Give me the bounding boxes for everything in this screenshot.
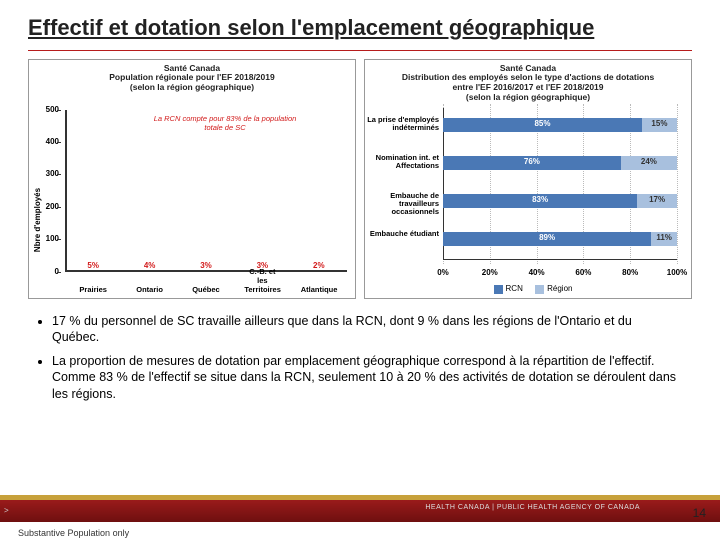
bar-percent-label: 5% (75, 261, 111, 270)
charts-row: Santé Canada Population régionale pour l… (28, 59, 692, 299)
chart2-legend: RCN Région (365, 284, 691, 293)
hbar-category-label: La prise d'employés indéterminés (365, 116, 443, 132)
slide: Effectif et dotation selon l'emplacement… (0, 0, 720, 540)
bullet-2: La proportion de mesures de dotation par… (52, 353, 692, 402)
bar-percent-label: 2% (301, 261, 337, 270)
page-number: 14 (693, 506, 706, 520)
legend-label-region: Région (547, 284, 572, 293)
chart1-bars: 3965%Prairies3564%Ontario2793%Québec2143… (65, 110, 347, 272)
chart2-header: Santé Canada Distribution des employés s… (371, 64, 685, 103)
hbar-seg-region: 15% (642, 118, 677, 132)
chart-regional-population: Santé Canada Population régionale pour l… (28, 59, 356, 299)
legend-swatch-rcn (494, 285, 503, 294)
bar-value-label: 279 (190, 273, 223, 282)
chart1-plot-area: 0100200300400500 3965%Prairies3564%Ontar… (65, 110, 347, 272)
hbar-seg-rcn: 89% (443, 232, 651, 246)
legend-label-rcn: RCN (506, 284, 523, 293)
hbar-row: La prise d'employés indéterminés85%15% (443, 118, 677, 132)
rule (28, 50, 692, 51)
chart1-header: Santé Canada Population régionale pour l… (35, 64, 349, 93)
bar-category-label: Prairies (75, 285, 111, 294)
bar-value-label: 396 (77, 273, 110, 282)
bar-category-label: Ontario (132, 285, 168, 294)
footer-logo: HEALTH CANADA | PUBLIC HEALTH AGENCY OF … (425, 504, 640, 511)
footer-band: HEALTH CANADA | PUBLIC HEALTH AGENCY OF … (0, 500, 720, 522)
hbar-category-label: Embauche de travailleurs occasionnels (365, 192, 443, 216)
bar-value-label: 160 (303, 273, 336, 282)
legend-swatch-region (535, 285, 544, 294)
hbar-row: Embauche étudiant89%11% (443, 232, 677, 246)
hbar-seg-region: 24% (621, 156, 677, 170)
chevron-icon: > (4, 506, 9, 515)
chart2-plot-area: 0%20%40%60%80%100% La prise d'employés i… (443, 108, 677, 260)
page-title: Effectif et dotation selon l'emplacement… (28, 14, 692, 42)
hbar-seg-rcn: 83% (443, 194, 637, 208)
bullet-1: 17 % du personnel de SC travaille ailleu… (52, 313, 692, 346)
subfoot-note: Substantive Population only (18, 528, 129, 538)
bullet-list: 17 % du personnel de SC travaille ailleu… (28, 313, 692, 402)
hbar-row: Embauche de travailleurs occasionnels83%… (443, 194, 677, 208)
hbar-seg-rcn: 85% (443, 118, 642, 132)
hbar-seg-region: 17% (637, 194, 677, 208)
bar-percent-label: 3% (188, 261, 224, 270)
hbar-category-label: Nomination int. et Affectations (365, 154, 443, 170)
bar-value-label: 356 (133, 273, 166, 282)
hbar-row: Nomination int. et Affectations76%24% (443, 156, 677, 170)
bar-category-label: C.-B. et les Territoires (244, 267, 280, 294)
hbar-seg-region: 11% (651, 232, 677, 246)
chart-staffing-distribution: Santé Canada Distribution des employés s… (364, 59, 692, 299)
hbar-seg-rcn: 76% (443, 156, 621, 170)
bar-percent-label: 4% (132, 261, 168, 270)
bar-category-label: Québec (188, 285, 224, 294)
bar-category-label: Atlantique (301, 285, 337, 294)
hbar-category-label: Embauche étudiant (365, 230, 443, 238)
